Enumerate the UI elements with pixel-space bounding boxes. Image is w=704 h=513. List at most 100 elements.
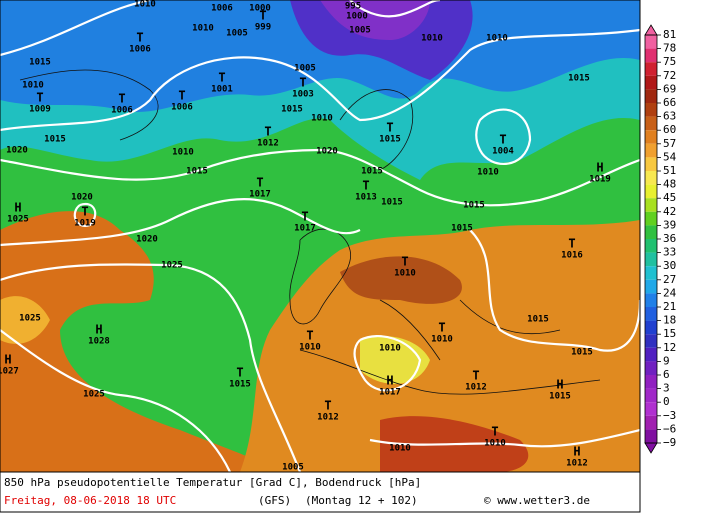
pressure-symbol: T bbox=[36, 91, 43, 105]
pressure-value: 1010 bbox=[394, 269, 416, 279]
colorbar-band bbox=[645, 171, 657, 185]
colorbar-tick-label: −9 bbox=[663, 436, 676, 449]
pressure-value: 1006 bbox=[171, 103, 193, 113]
isobar-label: 1025 bbox=[83, 390, 105, 400]
pressure-value: 1015 bbox=[229, 380, 251, 390]
pressure-value: 1015 bbox=[379, 135, 401, 145]
caption-credit: © www.wetter3.de bbox=[484, 494, 590, 507]
caption-run: (Montag 12 + 102) bbox=[305, 494, 418, 507]
isobar-label: 1010 bbox=[379, 344, 401, 354]
colorbar-band bbox=[645, 279, 657, 294]
colorbar-band bbox=[645, 157, 657, 171]
isobar bbox=[353, 335, 422, 392]
isobars bbox=[0, 0, 642, 473]
isobar-label: 1020 bbox=[316, 147, 338, 157]
pressure-value: 1025 bbox=[7, 215, 29, 225]
pressure-value: 1017 bbox=[294, 224, 316, 234]
isobar-label: 1015 bbox=[568, 74, 590, 84]
pressure-symbol: T bbox=[299, 76, 306, 90]
caption-box bbox=[0, 471, 641, 513]
colorbar-tick-label: 66 bbox=[663, 96, 676, 109]
isobar bbox=[475, 108, 532, 165]
coastlines bbox=[19, 69, 601, 395]
pressure-symbol: H bbox=[556, 378, 563, 392]
pressure-value: 1006 bbox=[129, 45, 151, 55]
colorbar-band bbox=[645, 89, 657, 103]
pressure-value: 1004 bbox=[492, 147, 514, 157]
pressure-symbol: T bbox=[81, 205, 88, 219]
colorbar-band bbox=[645, 103, 657, 117]
pressure-value: 1012 bbox=[566, 459, 588, 469]
isobar-label: 1015 bbox=[451, 224, 473, 234]
colorbar: 8178757269666360575451484542393633302724… bbox=[644, 24, 677, 454]
field-orange-east bbox=[240, 220, 640, 472]
colorbar-tick-label: −6 bbox=[663, 422, 676, 435]
colorbar-band bbox=[645, 211, 657, 226]
pressure-symbol: T bbox=[491, 425, 498, 439]
pressure-symbol: T bbox=[324, 399, 331, 413]
colorbar-tick-label: 63 bbox=[663, 110, 676, 123]
isobar-label: 1010 bbox=[486, 34, 508, 44]
isobar bbox=[0, 329, 231, 473]
pressure-value: 1012 bbox=[257, 139, 279, 149]
colorbar-tick-label: 78 bbox=[663, 42, 676, 55]
isobar-label: 1010 bbox=[22, 81, 44, 91]
pressure-symbol: T bbox=[178, 89, 185, 103]
field-yellow-med bbox=[360, 336, 430, 384]
colorbar-band bbox=[645, 266, 657, 280]
pressure-value: 1001 bbox=[211, 85, 233, 95]
colorbar-tick-label: 75 bbox=[663, 55, 676, 68]
pressure-value: 1009 bbox=[29, 105, 51, 115]
colorbar-tick-label: 69 bbox=[663, 82, 676, 95]
isobar-label: 1015 bbox=[29, 58, 51, 68]
colorbar-tick-label: 36 bbox=[663, 232, 676, 245]
colorbar-band bbox=[645, 361, 657, 375]
colorbar-band bbox=[645, 225, 657, 239]
colorbar-band bbox=[645, 402, 657, 416]
pressure-symbol: T bbox=[499, 133, 506, 147]
isobar bbox=[469, 229, 642, 352]
isobar-label: 1010 bbox=[477, 168, 499, 178]
isobar-label: 1005 bbox=[349, 26, 371, 36]
pressure-symbol: T bbox=[136, 31, 143, 45]
pressure-value: 1017 bbox=[379, 388, 401, 398]
colorbar-band bbox=[645, 320, 657, 335]
isobar bbox=[369, 428, 641, 448]
map-field bbox=[0, 0, 640, 472]
isobar-label: 1000 bbox=[249, 4, 271, 14]
pressure-value: 1019 bbox=[589, 175, 611, 185]
isobar bbox=[0, 198, 361, 247]
pressure-symbol: T bbox=[118, 92, 125, 106]
isobar-label: 1015 bbox=[527, 315, 549, 325]
pressure-symbol: T bbox=[472, 369, 479, 383]
field-purple bbox=[290, 0, 473, 80]
isobar-label: 1010 bbox=[192, 24, 214, 34]
colorbar-band bbox=[645, 375, 657, 389]
colorbar-tick-label: 60 bbox=[663, 123, 676, 136]
pressure-symbol: H bbox=[14, 201, 21, 215]
pressure-value: 999 bbox=[255, 23, 271, 33]
colorbar-tick-label: 15 bbox=[663, 327, 676, 340]
isobar-label: 1006 bbox=[211, 4, 233, 14]
colorbar-tick-label: 42 bbox=[663, 205, 676, 218]
isobar-label: 1000 bbox=[346, 12, 368, 22]
pressure-symbol: T bbox=[218, 71, 225, 85]
isobar-label: 1005 bbox=[282, 463, 304, 473]
pressure-symbol: T bbox=[236, 366, 243, 380]
colorbar-band bbox=[645, 293, 657, 307]
colorbar-tick-label: 0 bbox=[663, 395, 670, 408]
colorbar-tick-label: 9 bbox=[663, 354, 670, 367]
colorbar-tick-label: 30 bbox=[663, 259, 676, 272]
isobar bbox=[0, 263, 302, 473]
colorbar-band bbox=[645, 198, 657, 212]
colorbar-band bbox=[645, 62, 657, 76]
coastline bbox=[339, 89, 414, 171]
pressure-value: 1013 bbox=[355, 193, 377, 203]
isobar bbox=[0, 148, 641, 207]
isobar bbox=[73, 202, 97, 227]
colorbar-band bbox=[645, 184, 657, 199]
pressure-symbol: H bbox=[573, 445, 580, 459]
caption-title: 850 hPa pseudopotentielle Temperatur [Gr… bbox=[4, 476, 421, 489]
pressure-value: 1017 bbox=[249, 190, 271, 200]
